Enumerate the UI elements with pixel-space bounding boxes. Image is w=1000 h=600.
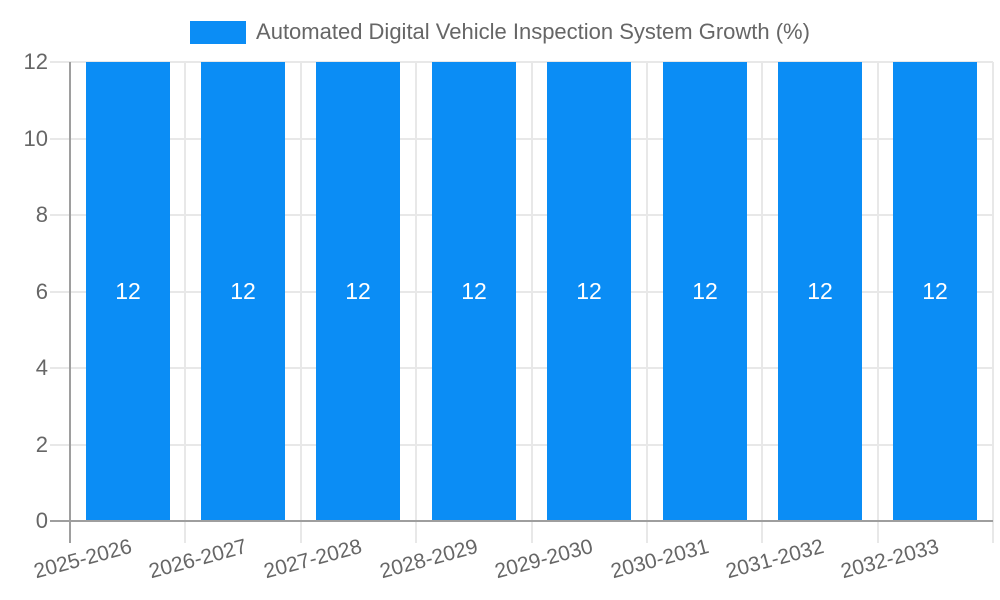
bar-value-label: 12 bbox=[576, 278, 602, 304]
x-tick-label: 2025-2026 bbox=[30, 535, 134, 584]
x-gridline bbox=[415, 62, 417, 543]
x-gridline bbox=[877, 62, 879, 543]
y-tick-label: 12 bbox=[23, 49, 48, 74]
y-gridline bbox=[50, 137, 993, 140]
x-gridline bbox=[300, 62, 302, 543]
legend[interactable]: Automated Digital Vehicle Inspection Sys… bbox=[0, 17, 1000, 47]
x-tick-label: 2029-2030 bbox=[491, 535, 595, 584]
legend-swatch-icon bbox=[190, 20, 247, 44]
bar-value-label: 12 bbox=[345, 278, 371, 304]
x-tick-label: 2028-2029 bbox=[376, 535, 480, 584]
bar-value-label: 12 bbox=[807, 278, 833, 304]
x-tick-label: 2027-2028 bbox=[260, 535, 364, 584]
bar-value-label: 12 bbox=[230, 278, 256, 304]
legend-label: Automated Digital Vehicle Inspection Sys… bbox=[256, 19, 810, 44]
bar: 12 bbox=[432, 62, 516, 521]
y-tick-label: 10 bbox=[23, 125, 48, 151]
bar: 12 bbox=[547, 62, 631, 521]
plot-area: 0 2 4 6 8 10 12 12 2025-2026 12 2026-2027 12 2027-20… bbox=[24, 49, 994, 583]
y-gridline bbox=[50, 367, 993, 369]
x-gridline bbox=[992, 62, 994, 543]
x-tick-label: 2026-2027 bbox=[145, 535, 249, 584]
bar-value-label: 12 bbox=[115, 278, 141, 304]
y-tick-label: 2 bbox=[35, 431, 48, 457]
y-tick-label: 0 bbox=[35, 508, 48, 533]
x-gridline bbox=[531, 62, 533, 543]
x-tick-label: 2031-2032 bbox=[722, 535, 826, 584]
x-tick-label: 2032-2033 bbox=[837, 535, 941, 584]
x-gridline bbox=[761, 62, 763, 543]
x-axis-line bbox=[50, 520, 993, 522]
y-gridline bbox=[50, 290, 993, 293]
y-gridline bbox=[50, 443, 993, 446]
bar: 12 bbox=[663, 62, 747, 521]
bar-value-label: 12 bbox=[692, 278, 718, 304]
bar: 12 bbox=[778, 62, 862, 521]
bar: 12 bbox=[316, 62, 400, 521]
bar: 12 bbox=[893, 62, 977, 521]
y-gridline bbox=[50, 61, 993, 63]
bar: 12 bbox=[86, 62, 170, 521]
bar: 12 bbox=[201, 62, 285, 521]
x-gridline bbox=[646, 62, 648, 543]
y-gridline bbox=[50, 214, 993, 216]
bar-value-label: 12 bbox=[922, 278, 948, 304]
y-axis-line bbox=[69, 62, 71, 543]
y-tick-label: 8 bbox=[35, 202, 48, 227]
x-tick-label: 2030-2031 bbox=[607, 535, 711, 584]
y-tick-label: 6 bbox=[35, 278, 48, 304]
y-tick-label: 4 bbox=[35, 355, 48, 380]
bar-value-label: 12 bbox=[461, 278, 487, 304]
x-gridline bbox=[184, 62, 186, 543]
